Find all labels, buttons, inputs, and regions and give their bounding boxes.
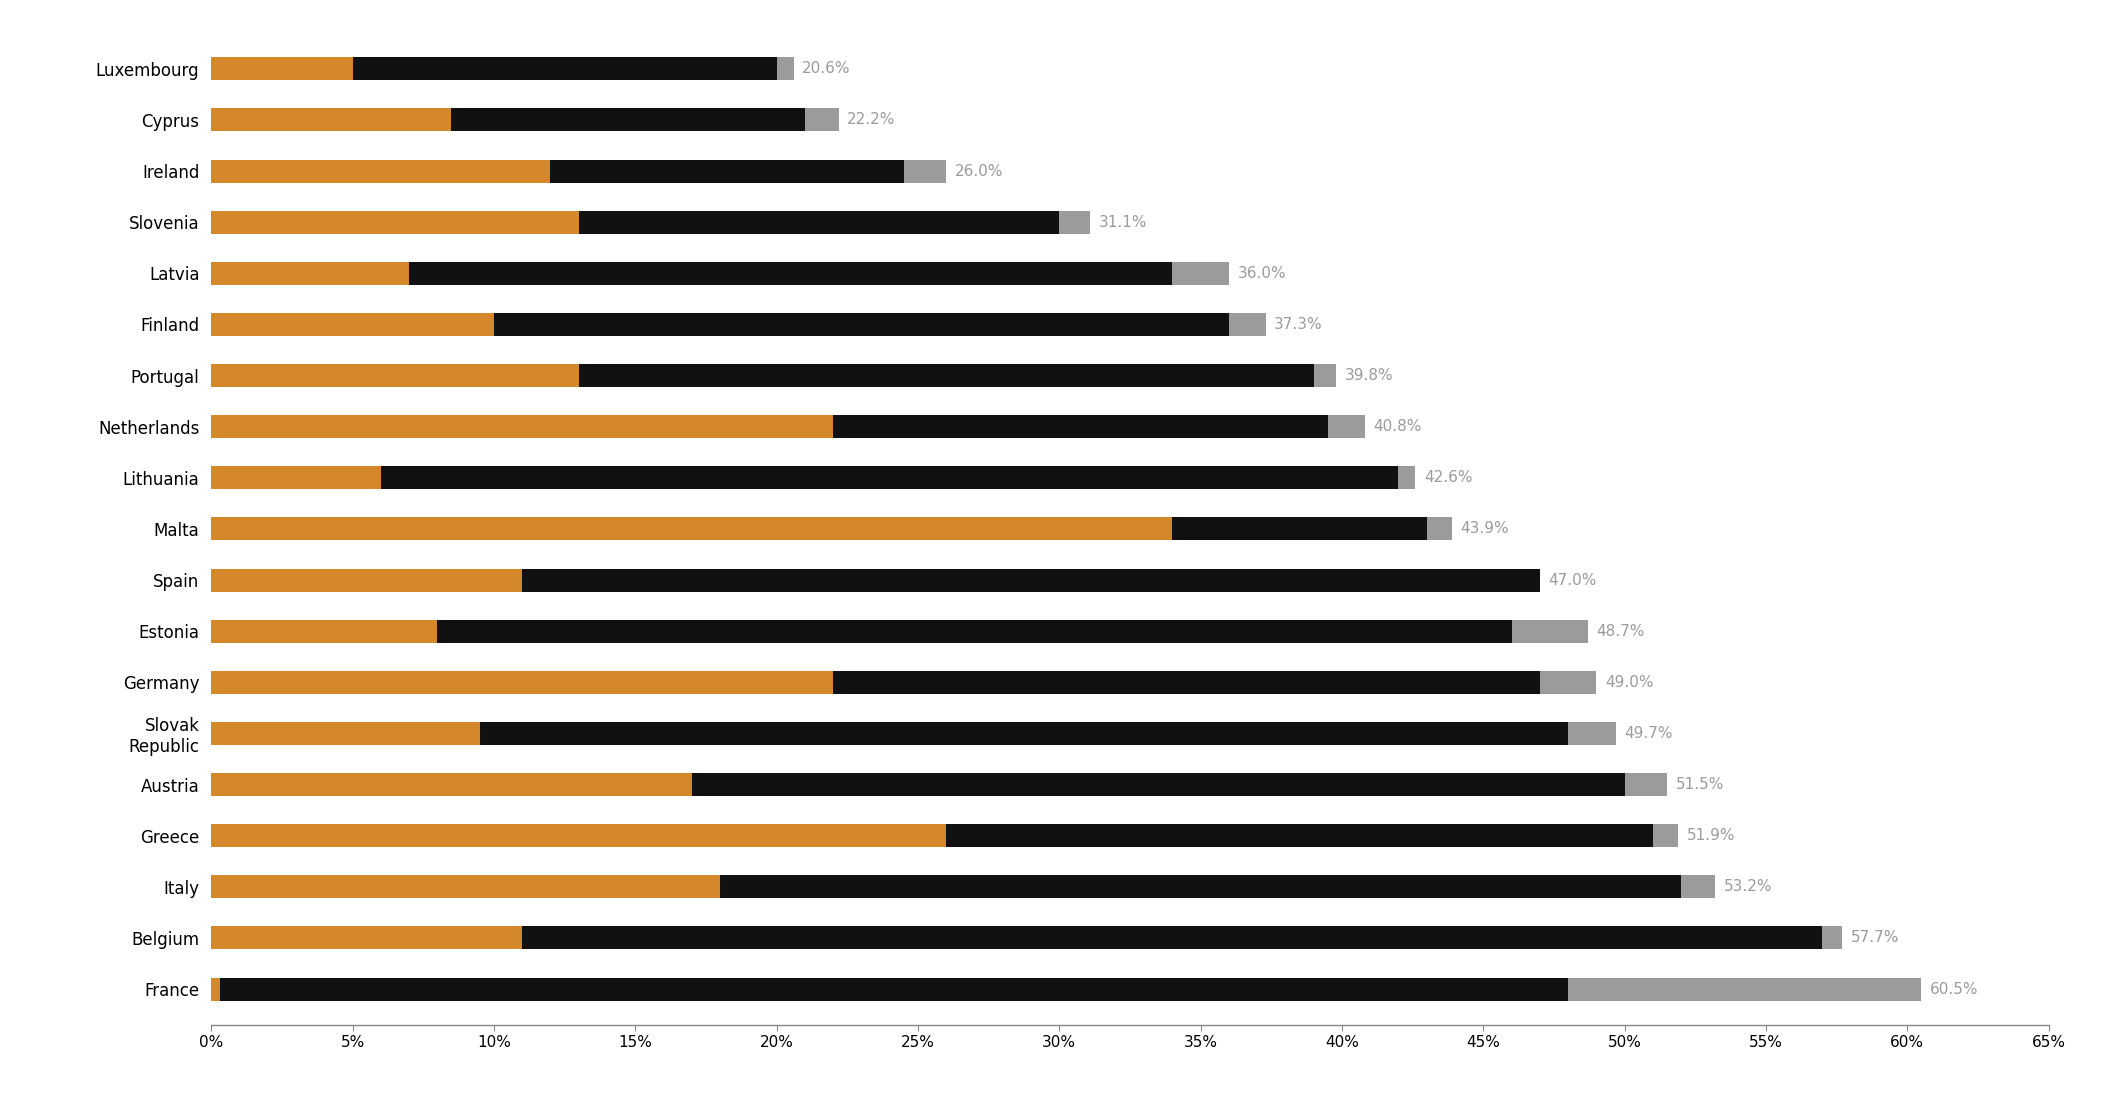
Text: 36.0%: 36.0%: [1238, 266, 1286, 281]
Bar: [211, 415, 832, 439]
Text: 42.6%: 42.6%: [1423, 471, 1472, 485]
Bar: [211, 824, 946, 847]
Text: 51.5%: 51.5%: [1675, 777, 1723, 792]
Bar: [832, 415, 1328, 439]
Text: 51.9%: 51.9%: [1687, 829, 1736, 843]
Bar: [579, 210, 1060, 234]
Text: 60.5%: 60.5%: [1930, 982, 1979, 996]
Bar: [211, 722, 479, 745]
Bar: [211, 160, 551, 183]
Bar: [211, 774, 693, 796]
Bar: [211, 313, 494, 336]
Bar: [211, 364, 579, 387]
Bar: [211, 108, 452, 131]
Bar: [1328, 415, 1364, 439]
Bar: [1567, 977, 1922, 1001]
Bar: [777, 57, 794, 80]
Bar: [1229, 313, 1265, 336]
Bar: [1567, 722, 1616, 745]
Text: 31.1%: 31.1%: [1098, 215, 1147, 229]
Text: 40.8%: 40.8%: [1373, 419, 1421, 434]
Bar: [479, 722, 1567, 745]
Bar: [1314, 364, 1337, 387]
Bar: [522, 927, 1823, 950]
Text: 57.7%: 57.7%: [1850, 930, 1899, 946]
Text: 48.7%: 48.7%: [1597, 624, 1645, 639]
Bar: [551, 160, 904, 183]
Bar: [1060, 210, 1090, 234]
Text: 37.3%: 37.3%: [1274, 317, 1322, 332]
Bar: [1398, 466, 1415, 489]
Bar: [693, 774, 1624, 796]
Bar: [1428, 518, 1453, 540]
Bar: [522, 569, 1540, 592]
Bar: [211, 518, 1172, 540]
Bar: [211, 569, 522, 592]
Bar: [579, 364, 1314, 387]
Bar: [211, 927, 522, 950]
Bar: [211, 671, 832, 694]
Bar: [452, 108, 805, 131]
Bar: [211, 262, 410, 284]
Text: 43.9%: 43.9%: [1462, 521, 1510, 537]
Bar: [805, 108, 838, 131]
Bar: [437, 619, 1512, 642]
Bar: [211, 57, 353, 80]
Bar: [211, 619, 437, 642]
Text: 22.2%: 22.2%: [847, 112, 895, 128]
Bar: [380, 466, 1398, 489]
Bar: [720, 875, 1681, 898]
Bar: [1681, 875, 1715, 898]
Bar: [410, 262, 1172, 284]
Bar: [211, 466, 380, 489]
Bar: [1172, 518, 1428, 540]
Bar: [353, 57, 777, 80]
Text: 26.0%: 26.0%: [955, 163, 1003, 179]
Bar: [1172, 262, 1229, 284]
Text: 39.8%: 39.8%: [1345, 368, 1394, 383]
Text: 49.7%: 49.7%: [1624, 726, 1673, 741]
Bar: [1823, 927, 1842, 950]
Bar: [904, 160, 946, 183]
Bar: [1540, 671, 1597, 694]
Bar: [211, 875, 720, 898]
Text: 20.6%: 20.6%: [803, 62, 851, 76]
Text: 47.0%: 47.0%: [1548, 573, 1597, 587]
Bar: [832, 671, 1540, 694]
Text: 53.2%: 53.2%: [1723, 879, 1772, 895]
Bar: [211, 977, 220, 1001]
Bar: [211, 210, 579, 234]
Text: 49.0%: 49.0%: [1605, 674, 1654, 690]
Bar: [494, 313, 1229, 336]
Bar: [946, 824, 1654, 847]
Bar: [220, 977, 1567, 1001]
Bar: [1512, 619, 1588, 642]
Bar: [1654, 824, 1679, 847]
Bar: [1624, 774, 1666, 796]
